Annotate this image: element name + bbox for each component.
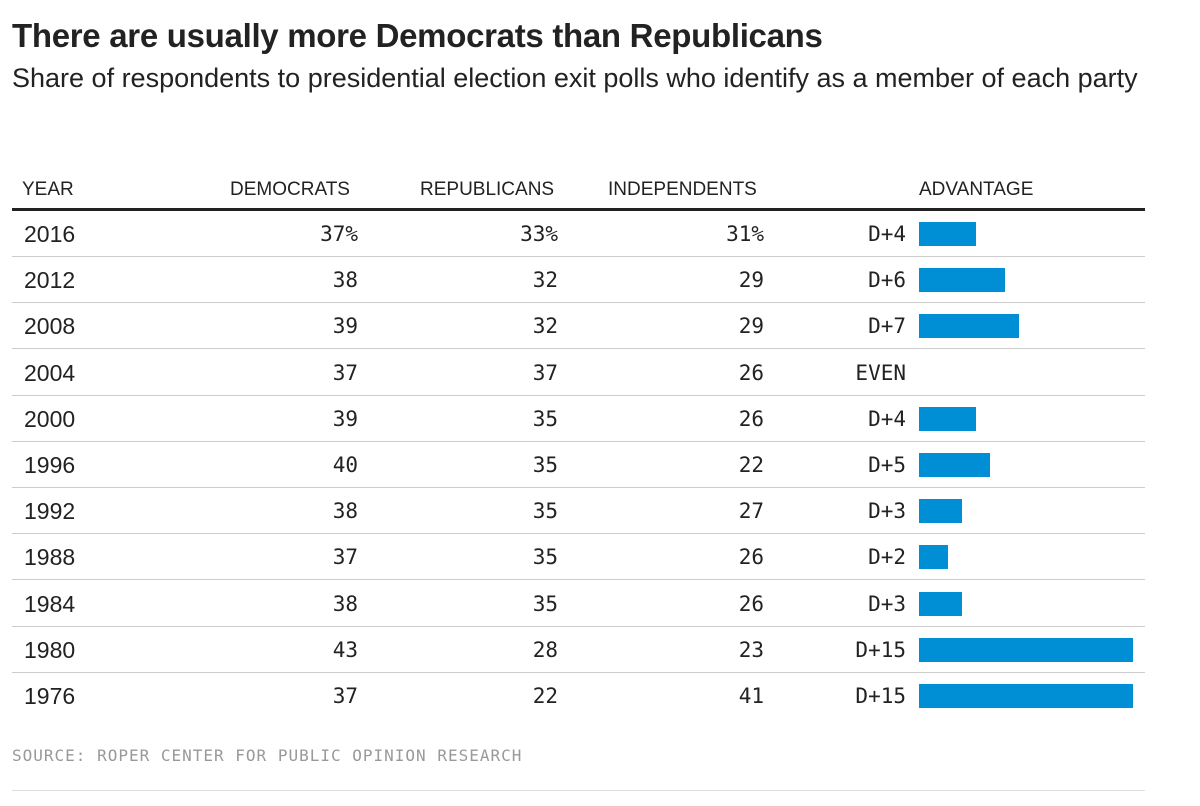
year-cell: 2012 [24,267,76,294]
advantage-label: D+3 [868,591,906,616]
row-separator [12,394,1145,396]
row-separator [12,256,1145,257]
democrats-cell: 38 [332,499,358,524]
header-advantage: Advantage [919,179,1034,200]
row-separator [12,671,1145,673]
republicans-cell: 22 [532,684,558,708]
table-row: 1996 40 35 22 D+5 [12,442,1145,488]
independents-cell: 31% [726,222,764,246]
advantage-label: D+15 [855,684,906,708]
independents-cell: 26 [738,406,764,431]
advantage-bar [919,684,1133,708]
row-separator [12,348,1145,350]
republicans-cell: 35 [532,453,558,477]
advantage-bar [919,545,948,570]
democrats-cell: 39 [332,314,358,339]
table-row: 1988 37 35 26 D+2 [12,534,1145,581]
advantage-label: D+4 [868,406,906,431]
independents-cell: 29 [738,268,764,293]
democrats-cell: 38 [332,591,358,616]
row-separator [12,302,1145,304]
table-row: 2012 38 32 29 D+6 [12,257,1145,304]
republicans-cell: 35 [532,499,558,524]
democrats-cell: 40 [332,453,358,477]
table-row: 1980 43 28 23 D+15 [12,627,1145,673]
independents-cell: 23 [738,637,764,662]
chart-title: There are usually more Democrats than Re… [12,17,823,54]
republicans-cell: 32 [532,314,558,339]
democrats-cell: 37 [332,684,358,708]
year-cell: 1980 [24,636,76,663]
independents-cell: 27 [738,499,764,524]
table-row: 1976 37 22 41 D+15 [12,673,1145,719]
year-cell: 2008 [24,313,76,340]
republicans-cell: 33% [520,222,558,246]
republicans-cell: 35 [532,406,558,431]
republicans-cell: 32 [532,268,558,293]
year-cell: 1984 [24,590,76,617]
democrats-cell: 37 [332,545,358,570]
header-rule [12,208,1145,211]
advantage-label: D+4 [868,222,906,246]
advantage-bar [919,453,990,477]
independents-cell: 26 [738,545,764,570]
year-cell: 1988 [24,544,76,571]
table-row: 2008 39 32 29 D+7 [12,303,1145,350]
advantage-label: EVEN [855,360,906,385]
header-democrats: Democrats [230,179,350,200]
advantage-label: D+2 [868,545,906,570]
republicans-cell: 28 [532,637,558,662]
table-row: 2016 37% 33% 31% D+4 [12,211,1145,257]
header-republicans: Republicans [420,179,555,200]
independents-cell: 26 [738,360,764,385]
year-cell: 1976 [24,683,76,709]
advantage-label: D+7 [868,314,906,339]
democrats-cell: 43 [332,637,358,662]
democrats-cell: 37 [332,360,358,385]
year-cell: 1996 [24,452,76,478]
header-year: Year [22,179,74,200]
advantage-bar [919,268,1005,293]
independents-cell: 29 [738,314,764,339]
year-cell: 1992 [24,498,76,525]
row-separator [12,625,1145,627]
footer-rule [12,790,1145,791]
advantage-bar [919,222,976,246]
advantage-bar [919,499,962,524]
table-row: 2000 39 35 26 D+4 [12,396,1145,442]
democrats-cell: 37% [320,222,358,246]
advantage-label: D+6 [868,268,906,293]
row-separator [12,533,1145,535]
independents-cell: 41 [738,684,764,708]
advantage-bar [919,591,962,616]
table-row: 2004 37 37 26 EVEN [12,350,1145,396]
source-note: Source: Roper Center for Public Opinion … [12,746,523,765]
advantage-label: D+3 [868,499,906,524]
advantage-label: D+5 [868,453,906,477]
republicans-cell: 35 [532,591,558,616]
independents-cell: 22 [738,453,764,477]
table-row: 1992 38 35 27 D+3 [12,488,1145,535]
advantage-bar [919,637,1133,662]
table-row: 1984 38 35 26 D+3 [12,581,1145,627]
row-separator [12,487,1145,488]
republicans-cell: 35 [532,545,558,570]
chart-subtitle: Share of respondents to presidential ele… [12,63,1138,93]
header-independents: Independents [608,179,757,200]
year-cell: 2000 [24,405,76,432]
republicans-cell: 37 [532,360,558,385]
row-separator [12,440,1145,442]
year-cell: 2016 [24,221,76,247]
democrats-cell: 38 [332,268,358,293]
advantage-bar [919,406,976,431]
independents-cell: 26 [738,591,764,616]
row-separator [12,579,1145,581]
advantage-label: D+15 [855,637,906,662]
year-cell: 2004 [24,359,76,386]
democrats-cell: 39 [332,406,358,431]
advantage-bar [919,314,1019,339]
